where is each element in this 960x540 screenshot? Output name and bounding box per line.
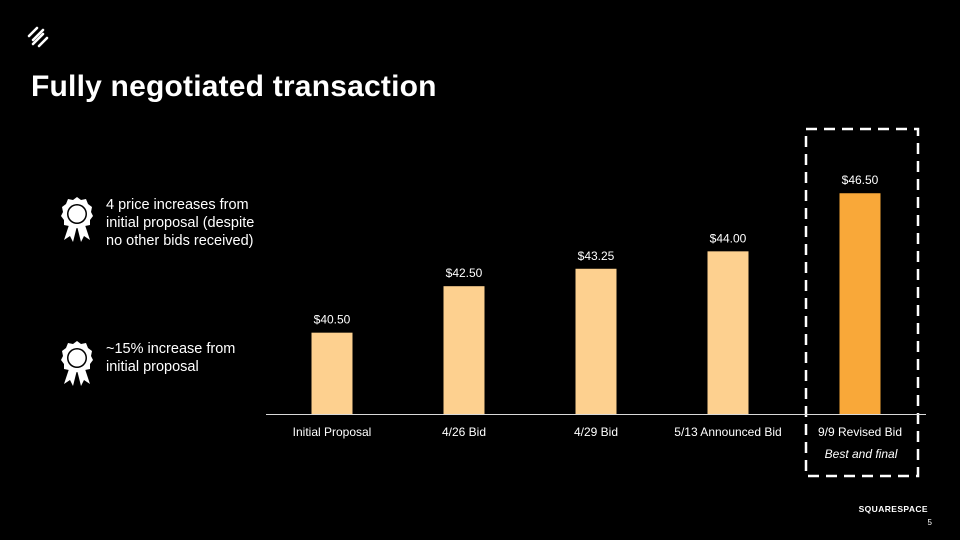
category-label-1: Initial Proposal [293, 425, 372, 439]
slide-title: Fully negotiated transaction [31, 70, 437, 103]
award-ribbon-icon [61, 197, 93, 242]
award-ribbon-icon [61, 341, 93, 386]
bar-2 [443, 286, 485, 414]
bar-4 [707, 251, 749, 414]
category-label-4: 5/13 Announced Bid [674, 425, 781, 439]
category-label-5: 9/9 Revised Bid [818, 425, 902, 439]
category-label-3: 4/29 Bid [574, 425, 618, 439]
callout-text: ~15% increase from initial proposal [106, 341, 236, 375]
data-label-2: $42.50 [446, 266, 483, 280]
data-label-5: $46.50 [842, 173, 879, 187]
bar-5 [839, 193, 881, 414]
category-label-2: 4/26 Bid [442, 425, 486, 439]
brand-wordmark: SQUARESPACE [858, 504, 928, 514]
squarespace-logo-icon [27, 26, 49, 48]
bar-3 [575, 268, 617, 414]
data-label-1: $40.50 [314, 313, 351, 327]
data-label-4: $44.00 [710, 231, 747, 245]
highlight-note: Best and final [825, 447, 898, 461]
highlight-dashed-box [804, 127, 920, 478]
callout-text: 4 price increases from initial proposal … [106, 197, 255, 249]
bar-1 [311, 332, 353, 414]
data-label-3: $43.25 [578, 249, 615, 263]
page-number: 5 [927, 518, 932, 527]
